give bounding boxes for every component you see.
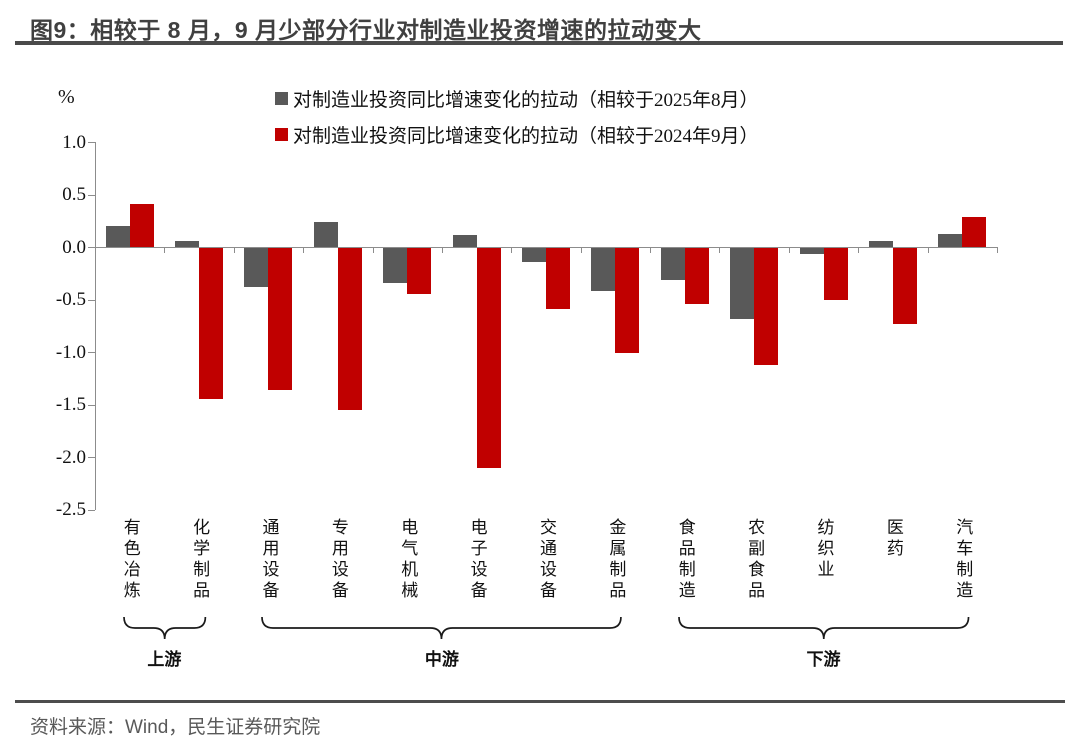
legend-item: 对制造业投资同比增速变化的拉动（相较于2025年8月） <box>275 86 759 111</box>
x-category-label: 专用设备 <box>328 518 348 602</box>
bar-series-2 <box>754 248 779 365</box>
bar-series-2 <box>476 248 501 468</box>
x-axis-tick <box>858 247 860 254</box>
group-label: 下游 <box>806 650 841 669</box>
bar-series-2 <box>962 216 987 248</box>
x-category-label: 汽车制造 <box>953 518 973 602</box>
x-category-label: 纺织业 <box>814 518 834 581</box>
bar-series-2 <box>546 248 570 310</box>
legend-swatch-icon <box>275 127 288 141</box>
title-underline <box>15 41 1063 45</box>
bar-series-1 <box>105 226 130 248</box>
y-tick-label: 1.0 <box>62 131 86 153</box>
bar-series-2 <box>268 248 293 391</box>
x-axis-tick <box>927 247 929 254</box>
x-category-label: 有色冶炼 <box>120 518 140 602</box>
y-axis-tick <box>88 194 95 196</box>
x-category-label: 电子设备 <box>467 518 487 602</box>
x-axis-tick <box>997 247 998 254</box>
bar-series-1 <box>244 248 269 288</box>
y-axis-tick <box>88 457 95 459</box>
x-axis-tick <box>511 247 513 254</box>
group-label: 上游 <box>147 650 182 669</box>
x-axis-tick <box>95 247 96 254</box>
source-divider <box>15 700 1065 703</box>
y-axis-tick <box>88 509 95 511</box>
bar-series-2 <box>129 204 154 248</box>
x-axis-tick <box>233 247 235 254</box>
chart-title: 图9：相较于 8 月，9 月少部分行业对制造业投资增速的拉动变大 <box>30 17 702 43</box>
chart-legend: 对制造业投资同比增速变化的拉动（相较于2025年8月） 对制造业投资同比增速变化… <box>275 86 759 158</box>
y-tick-label: 0.5 <box>62 184 86 206</box>
bar-series-2 <box>199 248 224 400</box>
y-axis-tick <box>88 404 95 406</box>
x-axis-tick <box>303 247 305 254</box>
bar-series-1 <box>452 234 477 248</box>
bar-series-2 <box>407 248 432 295</box>
bar-series-2 <box>892 248 917 324</box>
x-axis-tick <box>441 247 443 254</box>
bar-series-1 <box>383 248 408 283</box>
group-brace <box>677 616 970 640</box>
group-brace <box>261 616 623 640</box>
y-axis-tick <box>88 142 95 144</box>
bar-series-1 <box>522 248 546 262</box>
bar-series-1 <box>313 222 338 248</box>
y-tick-label: -0.5 <box>55 289 86 311</box>
legend-label: 对制造业投资同比增速变化的拉动（相较于2025年8月） <box>293 89 759 111</box>
x-category-label: 化学制品 <box>190 518 210 602</box>
x-category-label: 医药 <box>883 518 903 560</box>
bar-series-2 <box>337 248 362 410</box>
bar-series-1 <box>868 241 893 248</box>
legend-label: 对制造业投资同比增速变化的拉动（相较于2024年9月） <box>293 125 759 147</box>
y-tick-label: -2.0 <box>55 446 86 468</box>
x-axis-tick <box>580 247 582 254</box>
x-category-label: 电气机械 <box>398 518 418 602</box>
bar-series-1 <box>730 248 755 319</box>
x-category-label: 食品制造 <box>675 518 695 602</box>
bar-series-1 <box>660 248 685 280</box>
bar-series-2 <box>823 248 848 300</box>
y-axis-tick <box>88 352 95 354</box>
x-axis-tick <box>788 247 790 254</box>
group-brace <box>122 616 206 640</box>
bar-series-1 <box>938 233 963 248</box>
bar-series-2 <box>615 248 640 354</box>
y-axis-tick <box>88 247 95 249</box>
x-category-label: 金属制品 <box>606 518 626 602</box>
y-axis-line <box>95 142 96 510</box>
y-tick-label: 0.0 <box>62 236 86 258</box>
bar-series-2 <box>684 248 709 304</box>
legend-item: 对制造业投资同比增速变化的拉动（相较于2024年9月） <box>275 122 759 147</box>
y-axis-unit-label: % <box>58 86 75 108</box>
group-label: 中游 <box>424 650 459 669</box>
bar-series-1 <box>799 248 824 254</box>
legend-swatch-icon <box>275 91 288 105</box>
x-category-label: 交通设备 <box>537 518 556 602</box>
bar-series-1 <box>591 248 616 292</box>
x-category-label: 农副食品 <box>745 518 765 602</box>
source-text: 资料来源：Wind，民生证券研究院 <box>30 717 321 738</box>
x-axis-tick <box>372 247 374 254</box>
y-axis-tick <box>88 299 95 301</box>
x-axis-tick <box>719 247 721 254</box>
bar-series-1 <box>175 241 200 248</box>
x-category-label: 通用设备 <box>259 518 279 602</box>
x-axis-tick <box>650 247 652 254</box>
y-tick-label: -1.5 <box>55 394 86 416</box>
y-tick-label: -2.5 <box>55 499 86 521</box>
x-axis-tick <box>164 247 166 254</box>
x-axis-line <box>95 247 997 249</box>
y-tick-label: -1.0 <box>55 341 86 363</box>
